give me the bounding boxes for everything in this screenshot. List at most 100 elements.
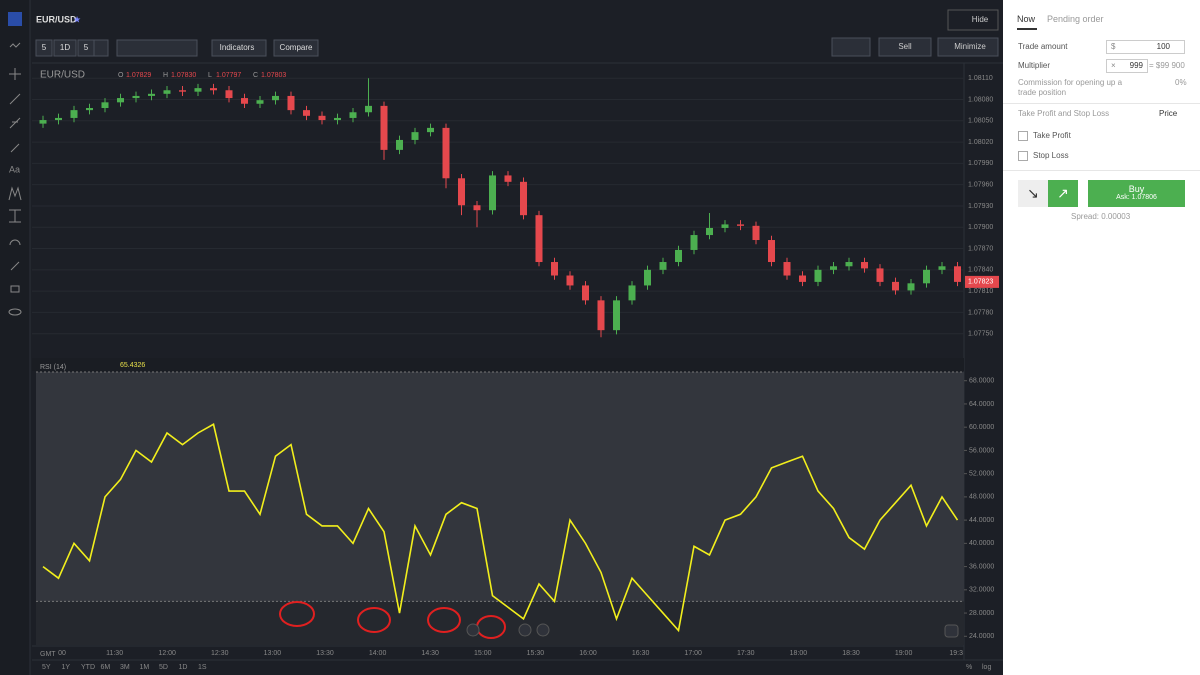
candle-body: [535, 215, 543, 263]
candle-body: [473, 205, 481, 211]
candle-body: [194, 88, 202, 92]
candle-body: [675, 249, 682, 263]
stop-loss-checkbox[interactable]: [1018, 151, 1028, 161]
legend-value: 1.07803: [261, 72, 286, 79]
interval-button[interactable]: [35, 39, 53, 57]
range-button[interactable]: YTD: [81, 664, 95, 671]
buy-direction[interactable]: ↗: [1048, 180, 1078, 207]
candle-body: [458, 178, 465, 206]
hide-button[interactable]: [947, 9, 999, 31]
range-button[interactable]: 1D: [179, 664, 188, 671]
tool-ruler[interactable]: [10, 261, 20, 271]
tab-pending[interactable]: Pending order: [1047, 14, 1104, 24]
range-button[interactable]: [53, 39, 77, 57]
tool-magnet[interactable]: [9, 239, 21, 246]
candle-body: [163, 90, 171, 94]
interval-label[interactable]: 5: [42, 43, 47, 52]
tool-fib[interactable]: [9, 117, 21, 129]
tab-now[interactable]: Now: [1017, 14, 1036, 24]
hide-label[interactable]: Hide: [972, 15, 989, 24]
take-profit-checkbox[interactable]: [1018, 131, 1028, 141]
candle-body: [148, 93, 155, 96]
tab-underline: [1017, 28, 1037, 30]
amount-input[interactable]: $100: [1106, 40, 1185, 54]
sell-label[interactable]: Sell: [898, 42, 912, 51]
legend-key: L: [208, 72, 212, 79]
sell-button[interactable]: [878, 37, 932, 57]
direction-button[interactable]: [831, 37, 871, 57]
candle-body: [597, 300, 605, 331]
tool-eye[interactable]: [8, 308, 22, 316]
range-button[interactable]: 1S: [198, 664, 207, 671]
tool-chart[interactable]: [9, 42, 21, 48]
candle-body: [783, 262, 791, 276]
minimize-label[interactable]: Minimize: [954, 42, 986, 51]
candle-body: [721, 224, 729, 228]
indicators-button[interactable]: [211, 39, 267, 57]
reset-button[interactable]: [944, 624, 959, 638]
tool-lock[interactable]: [10, 285, 20, 293]
range-label[interactable]: 1D: [60, 43, 70, 52]
logo[interactable]: [8, 12, 22, 26]
tool-line[interactable]: [9, 93, 21, 105]
y-tick-label: 68.0000: [969, 378, 994, 385]
legend-value: 1.07829: [126, 72, 151, 79]
range-button[interactable]: 6M: [101, 664, 111, 671]
candle-body: [86, 108, 93, 111]
multiplier-input[interactable]: × 999: [1106, 59, 1148, 73]
compare-label[interactable]: Compare: [280, 43, 313, 52]
range-button[interactable]: 5D: [159, 664, 168, 671]
tool-pattern[interactable]: [8, 186, 22, 201]
candle-body: [613, 300, 620, 331]
candle-body: [938, 266, 946, 270]
candle-body: [117, 98, 124, 103]
compare-button[interactable]: [273, 39, 319, 57]
indicators-label[interactable]: Indicators: [220, 43, 255, 52]
scroll-left[interactable]: [466, 623, 480, 637]
gmt-label: GMT: [40, 651, 56, 658]
candle-body: [427, 127, 434, 133]
candle-body: [442, 127, 450, 179]
price-select[interactable]: Price: [1159, 109, 1178, 118]
x-tick-label: 13:00: [264, 650, 282, 657]
x-tick-label: 19:3: [949, 650, 963, 657]
annotation-circle: [427, 607, 461, 633]
y-tick-label: 52.0000: [969, 470, 994, 477]
count-label[interactable]: 5: [84, 43, 89, 52]
tool-measure[interactable]: [9, 209, 21, 223]
range-button[interactable]: 5Y: [42, 664, 51, 671]
candle-body: [690, 235, 698, 250]
percent-toggle[interactable]: %: [966, 664, 972, 671]
candle-body: [582, 285, 589, 301]
x-tick-label: 14:00: [369, 650, 387, 657]
buy-button[interactable]: Buy Ask: 1.07806: [1088, 180, 1185, 207]
count-dropdown[interactable]: [93, 39, 109, 57]
range-button[interactable]: 1Y: [62, 664, 71, 671]
candle-body: [349, 112, 357, 118]
zoom-in[interactable]: [518, 623, 532, 637]
range-button[interactable]: 1M: [140, 664, 150, 671]
y-tick-label: 1.07960: [968, 182, 993, 189]
y-tick-label: 36.0000: [969, 563, 994, 570]
legend-symbol: EUR/USD: [40, 70, 85, 81]
tool-icons: [8, 42, 22, 316]
tool-cross[interactable]: [9, 68, 21, 80]
sell-direction[interactable]: ↘: [1018, 180, 1048, 207]
legend-key: C: [253, 72, 258, 79]
tool-text[interactable]: Aa: [9, 164, 20, 174]
candle-body: [272, 95, 279, 101]
minimize-button[interactable]: [937, 37, 999, 57]
candle-body: [70, 110, 78, 118]
tool-brush[interactable]: [10, 143, 20, 153]
rsi-band: [36, 372, 964, 602]
candle-body: [520, 181, 527, 216]
chart-type-buttons[interactable]: [116, 39, 198, 57]
candle-body: [287, 95, 295, 111]
scroll-right[interactable]: [536, 623, 550, 637]
favorite-star[interactable]: ★: [73, 14, 81, 24]
tp-sl-label[interactable]: Take Profit and Stop Loss: [1018, 109, 1110, 118]
x-tick-label: 17:00: [684, 650, 702, 657]
candle-body: [659, 262, 667, 270]
log-toggle[interactable]: log: [982, 664, 991, 671]
range-button[interactable]: 3M: [120, 664, 130, 671]
